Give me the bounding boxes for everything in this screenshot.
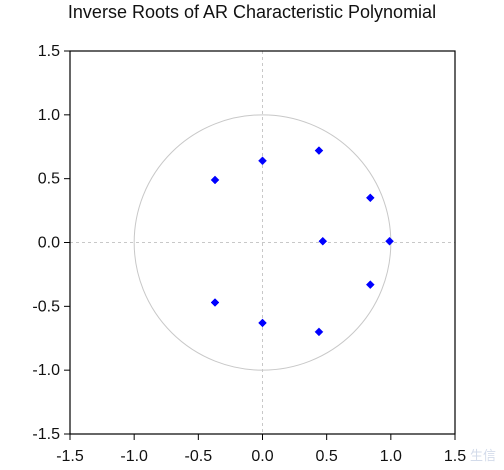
root-point bbox=[314, 146, 324, 155]
x-tick-label: -1.0 bbox=[120, 448, 148, 465]
y-tick-label: -0.5 bbox=[32, 298, 60, 315]
chart-title: Inverse Roots of AR Characteristic Polyn… bbox=[67, 2, 437, 22]
x-tick-label: 1.5 bbox=[444, 448, 466, 465]
y-tick-label: -1.5 bbox=[32, 426, 60, 443]
x-tick-label: 0.0 bbox=[251, 448, 273, 465]
x-tick-label: -0.5 bbox=[185, 448, 213, 465]
root-point bbox=[385, 236, 394, 246]
watermark-logo: 生信 bbox=[469, 448, 496, 463]
y-tick-label: 1.5 bbox=[38, 43, 60, 60]
root-point bbox=[314, 327, 324, 337]
y-tick-label: -1.0 bbox=[32, 362, 60, 379]
root-point bbox=[258, 156, 267, 166]
y-tick-label: 0.5 bbox=[38, 171, 60, 188]
x-tick-label: -1.5 bbox=[56, 448, 84, 465]
root-point bbox=[210, 175, 220, 185]
x-tick-label: 1.0 bbox=[380, 448, 402, 465]
root-point bbox=[318, 236, 328, 246]
root-point bbox=[365, 193, 375, 203]
root-point bbox=[210, 298, 220, 307]
root-point bbox=[258, 318, 267, 328]
x-tick-label: 0.5 bbox=[316, 448, 338, 465]
y-tick-label: 1.0 bbox=[38, 107, 60, 124]
y-tick-label: 0.0 bbox=[38, 235, 60, 252]
root-point bbox=[365, 280, 375, 289]
